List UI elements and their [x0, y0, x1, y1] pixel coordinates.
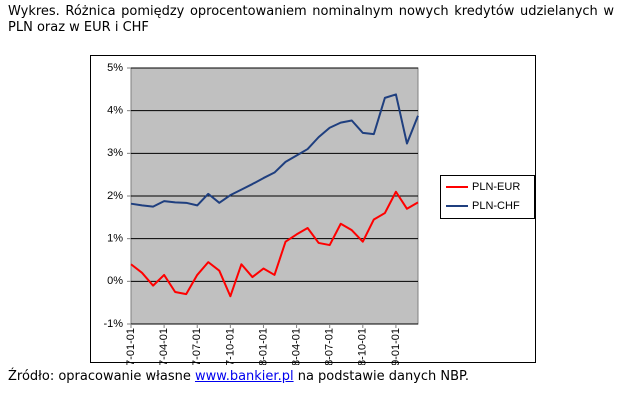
x-tick-label: 2008-07-01	[324, 328, 336, 365]
y-tick-label: -1%	[103, 318, 123, 330]
source-prefix: Źródło: opracowanie własne	[8, 369, 191, 384]
series-line	[130, 190, 419, 298]
legend-label: PLN-EUR	[472, 181, 520, 193]
source-suffix: na podstawie danych NBP.	[297, 369, 469, 384]
x-tick-label: 2007-07-01	[191, 328, 203, 365]
chart-title: Wykres. Różnica pomiędzy oprocentowaniem…	[8, 4, 614, 35]
legend-label: PLN-CHF	[472, 200, 520, 212]
x-tick-label: 2009-01-01	[390, 328, 402, 365]
y-tick-label: 2%	[107, 190, 123, 202]
x-tick-label: 2007-04-01	[158, 328, 170, 365]
chart: -1% 0% 1% 2% 3% 4% 5% 2007-01-01 2007-04-01 2007-…	[90, 55, 536, 365]
x-tick-label: 2008-10-01	[357, 328, 369, 365]
y-tick-label: 3%	[107, 147, 123, 159]
x-tick-label: 2007-01-01	[125, 328, 137, 365]
x-tick-label: 2007-10-01	[224, 328, 236, 365]
source-note: Źródło: opracowanie własne www.bankier.p…	[8, 369, 469, 384]
x-tick-label: 2008-04-01	[290, 328, 302, 365]
x-tick-label: 2008-01-01	[257, 328, 269, 365]
legend-box	[440, 175, 535, 219]
y-tick-label: 1%	[107, 233, 123, 245]
series-line	[130, 93, 419, 208]
y-tick-label: 5%	[107, 62, 123, 74]
source-link[interactable]: www.bankier.pl	[194, 369, 294, 384]
y-tick-label: 0%	[107, 275, 123, 287]
y-tick-label: 4%	[107, 105, 123, 117]
